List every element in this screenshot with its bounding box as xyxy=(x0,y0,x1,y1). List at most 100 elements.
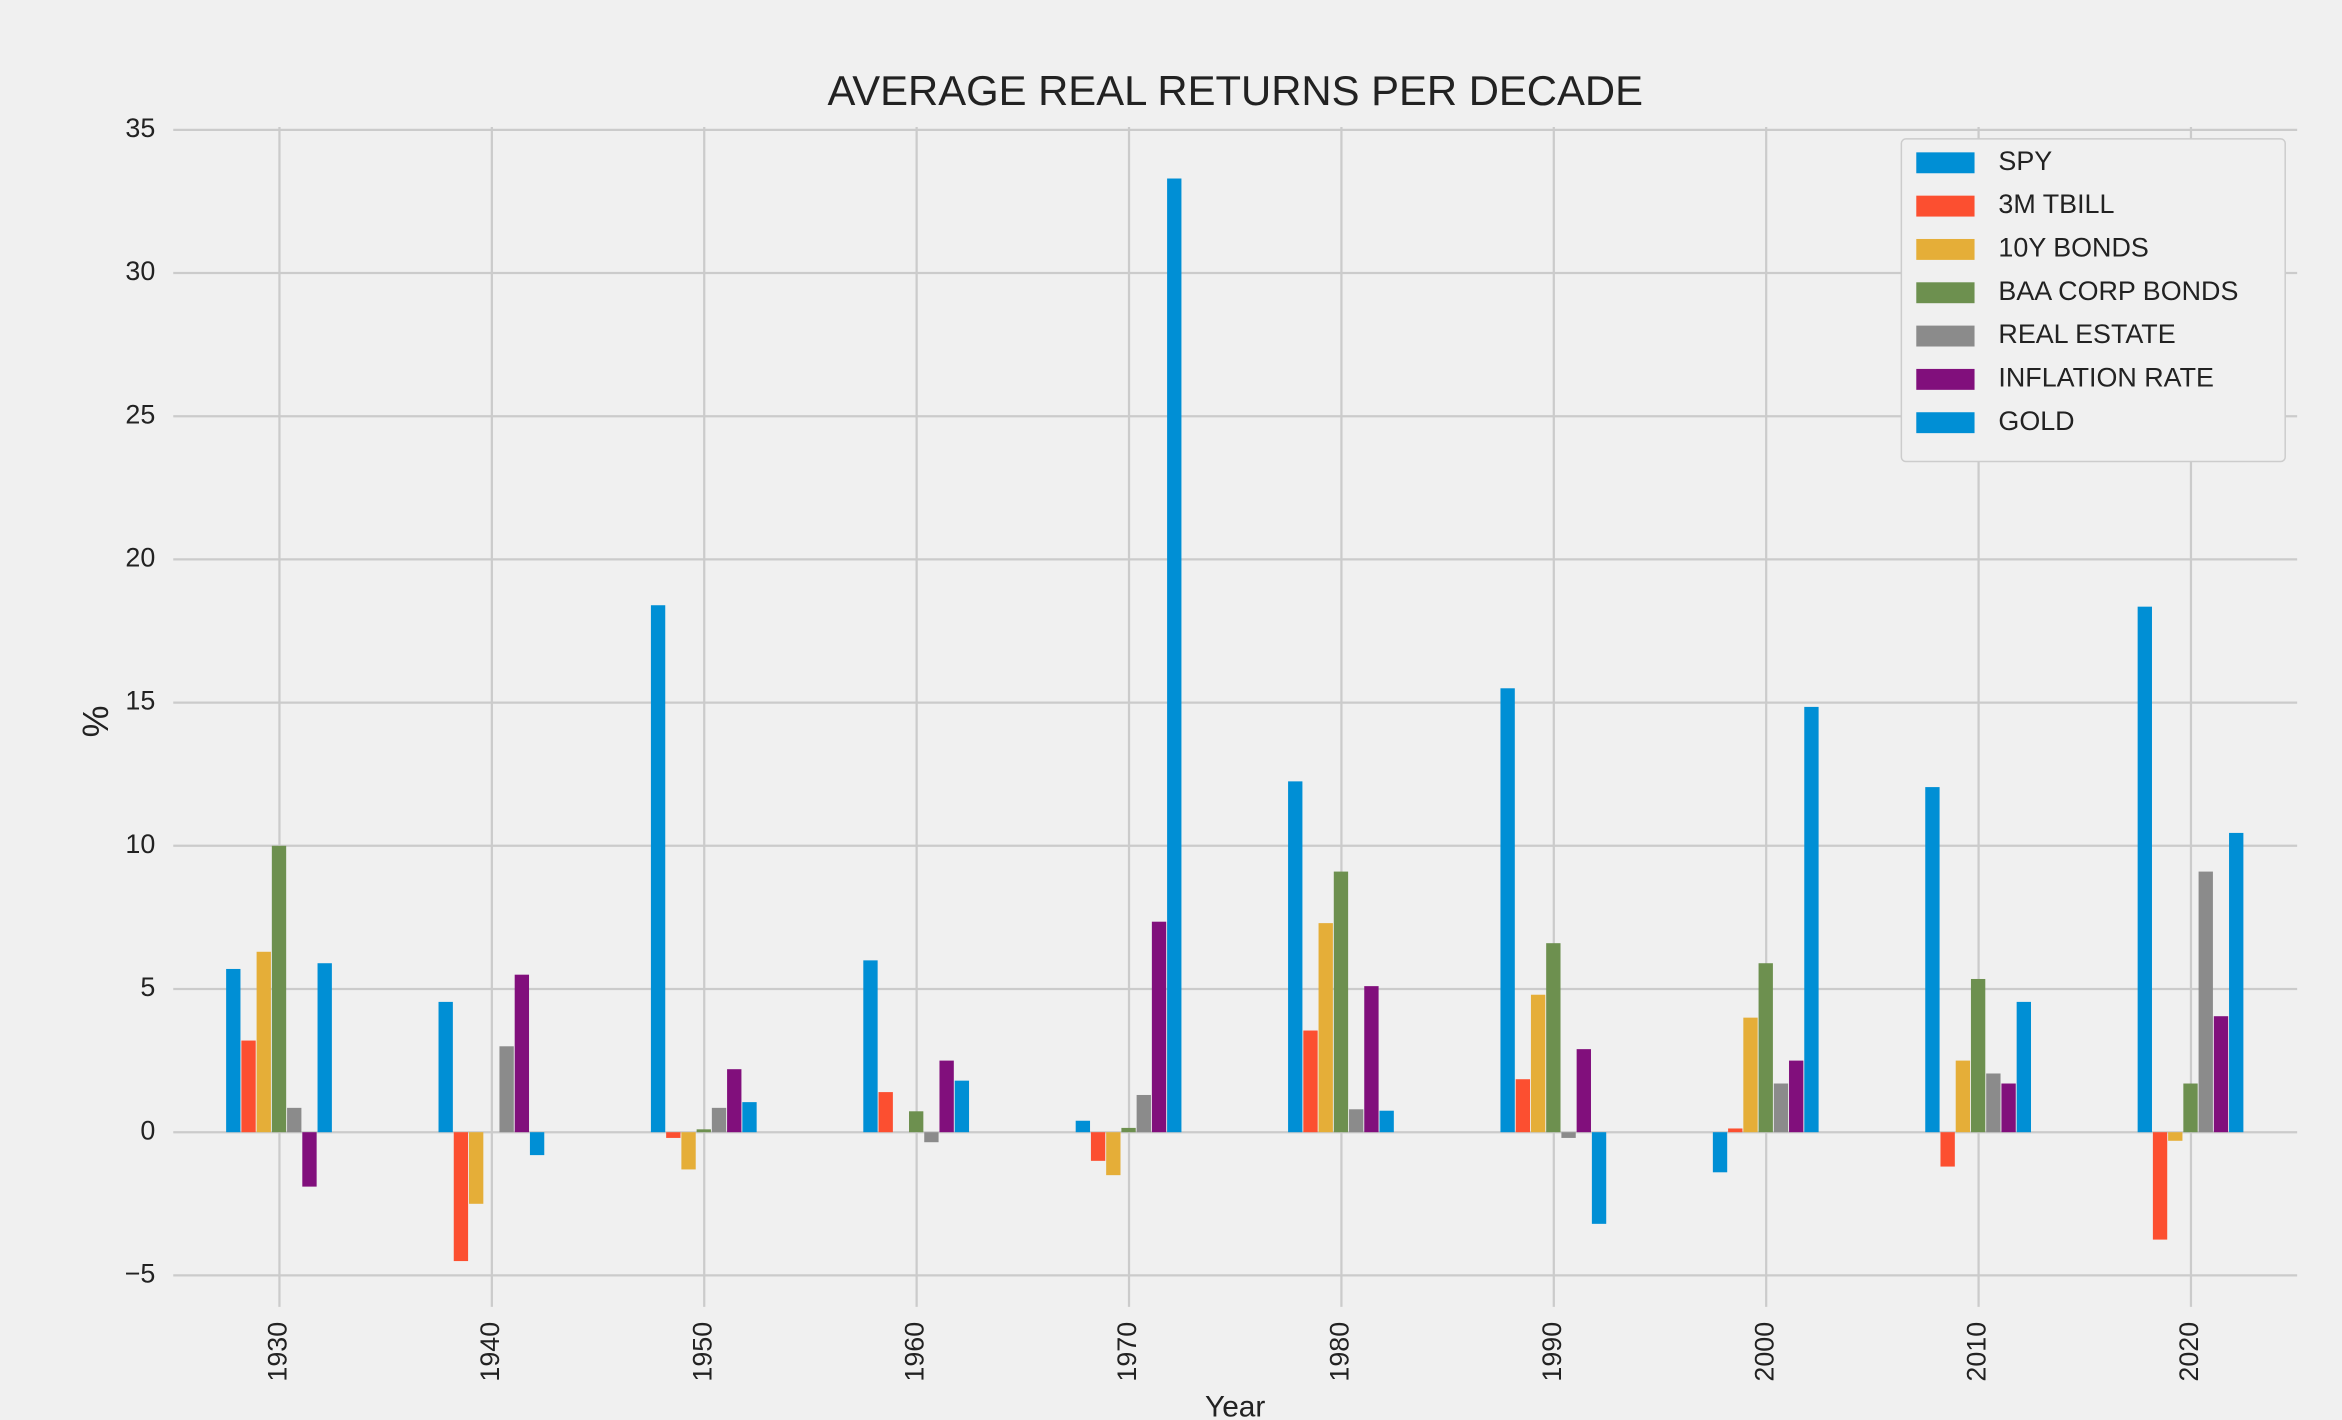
bar xyxy=(954,1080,970,1133)
bar xyxy=(909,1111,924,1133)
bar xyxy=(1090,1132,1106,1161)
bar xyxy=(650,605,666,1133)
y-tick-label: 10 xyxy=(125,829,155,859)
bar xyxy=(1546,943,1561,1133)
x-tick-label: 1960 xyxy=(900,1322,930,1382)
y-axis-label: % xyxy=(76,705,116,737)
y-tick-label: 15 xyxy=(125,686,155,716)
bar xyxy=(468,1132,484,1204)
legend-label: INFLATION RATE xyxy=(1998,362,2214,392)
bar xyxy=(924,1132,939,1143)
x-tick-label: 1990 xyxy=(1537,1322,1567,1382)
bar xyxy=(2229,832,2244,1133)
chart-title: AVERAGE REAL RETURNS PER DECADE xyxy=(827,67,1643,114)
bar xyxy=(939,1060,954,1133)
bar xyxy=(499,1046,514,1133)
bar xyxy=(529,1132,545,1156)
y-tick-label: 5 xyxy=(140,972,155,1002)
x-tick-label: 2010 xyxy=(1962,1322,1992,1382)
bar xyxy=(1288,781,1303,1133)
bar xyxy=(271,845,287,1133)
bar xyxy=(1940,1132,1955,1167)
bar xyxy=(1303,1030,1318,1133)
bar xyxy=(241,1040,256,1133)
legend-label: BAA CORP BONDS xyxy=(1998,276,2238,306)
bar xyxy=(1364,986,1379,1133)
bar xyxy=(226,968,241,1133)
bar xyxy=(1167,178,1182,1133)
bar xyxy=(1576,1049,1591,1133)
bar xyxy=(1970,978,1986,1133)
legend-label: SPY xyxy=(1998,146,2052,176)
bar xyxy=(1925,787,1940,1133)
bar xyxy=(1136,1094,1151,1133)
legend-label: 3M TBILL xyxy=(1998,189,2114,219)
legend-swatch xyxy=(1916,282,1975,304)
bar xyxy=(1379,1110,1394,1133)
bar xyxy=(1500,688,1515,1133)
bar xyxy=(1561,1132,1576,1138)
bar xyxy=(1758,963,1773,1133)
bar xyxy=(317,963,332,1133)
bar xyxy=(1986,1073,2001,1133)
x-tick-label: 1970 xyxy=(1112,1322,1142,1382)
bar xyxy=(2152,1132,2168,1240)
legend-label: GOLD xyxy=(1998,406,2074,436)
legend-box xyxy=(1900,138,2286,463)
y-tick-label: 30 xyxy=(125,256,155,286)
x-tick-label: 1940 xyxy=(475,1322,505,1382)
bar xyxy=(727,1069,742,1133)
bar xyxy=(1804,706,1819,1133)
legend-swatch xyxy=(1916,152,1975,174)
bar xyxy=(696,1129,711,1133)
bar xyxy=(1349,1109,1364,1133)
bar xyxy=(1773,1083,1789,1133)
bar xyxy=(2183,1083,2198,1133)
legend-swatch xyxy=(1916,412,1975,434)
legend-swatch xyxy=(1916,368,1975,390)
bar xyxy=(1789,1060,1804,1133)
legend-swatch xyxy=(1916,325,1975,347)
bar xyxy=(453,1132,469,1262)
legend-label: REAL ESTATE xyxy=(1998,319,2175,349)
bar xyxy=(2001,1083,2016,1133)
y-tick-label: 20 xyxy=(125,543,155,573)
bar xyxy=(256,951,271,1133)
bar xyxy=(1151,921,1167,1133)
x-axis-label: Year xyxy=(1205,1390,1265,1420)
bar xyxy=(2198,871,2213,1133)
y-tick-label: 25 xyxy=(125,399,155,429)
legend-swatch xyxy=(1916,195,1975,217)
bar xyxy=(863,960,878,1133)
bar xyxy=(302,1132,317,1187)
bar xyxy=(1318,923,1333,1133)
x-tick-label: 1980 xyxy=(1324,1322,1354,1382)
bar xyxy=(711,1107,727,1133)
x-tick-label: 2020 xyxy=(2174,1322,2204,1382)
bar xyxy=(1333,871,1349,1133)
x-tick-label: 2000 xyxy=(1749,1322,1779,1382)
bar xyxy=(1591,1132,1607,1224)
bar xyxy=(1743,1017,1758,1133)
bar xyxy=(1515,1079,1531,1133)
x-tick-label: 1950 xyxy=(687,1322,717,1382)
legend-swatch xyxy=(1916,238,1975,260)
bar xyxy=(1106,1132,1121,1176)
bar xyxy=(1728,1128,1743,1133)
bar xyxy=(2016,1001,2031,1133)
bar xyxy=(878,1092,893,1133)
bar xyxy=(742,1102,757,1133)
bar xyxy=(2137,606,2152,1133)
bar xyxy=(681,1132,696,1170)
bar xyxy=(514,974,530,1133)
bar xyxy=(1075,1120,1091,1133)
y-tick-label: 35 xyxy=(125,113,155,143)
bar xyxy=(666,1132,681,1138)
legend-label: 10Y BONDS xyxy=(1998,233,2148,263)
bar xyxy=(287,1107,302,1133)
bar xyxy=(438,1001,453,1133)
bar xyxy=(1955,1060,1971,1133)
bar xyxy=(1530,994,1546,1133)
